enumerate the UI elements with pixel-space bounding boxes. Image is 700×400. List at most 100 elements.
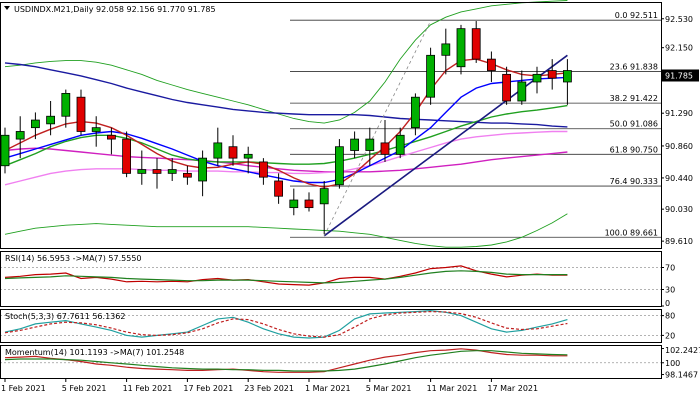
candle [395, 134, 405, 155]
momentum-series-line [4, 348, 568, 373]
momentum-panel-frame [0, 345, 662, 379]
date-tick-label: 11 Feb 2021 [123, 384, 173, 393]
date-axis: 1 Feb 2021 5 Feb 2021 11 Feb 2021 17 Feb 20… [1, 378, 538, 393]
date-tick-label: 1 Feb 2021 [1, 384, 46, 393]
candle [137, 169, 147, 174]
date-tick-label: 23 Feb 2021 [244, 384, 294, 393]
last-price-text: 91.785 [665, 71, 693, 80]
candle [426, 54, 436, 98]
rsi-series-line [4, 265, 568, 286]
candle [502, 73, 512, 102]
momentum-indicator-label: Momentum(14) 101.1193 ->MA(7) 101.2548 [5, 348, 184, 357]
rsi-tick-label: 30 [665, 286, 675, 295]
price-panel-frame [0, 2, 662, 249]
candle [76, 96, 86, 132]
candle [410, 96, 420, 129]
price-tick-label: 90.440 [665, 174, 693, 183]
candle [319, 188, 329, 205]
candle [198, 157, 208, 182]
price-tick-label: 89.610 [665, 237, 693, 246]
momentum-tick-label: 102.2427 [665, 346, 700, 355]
moving-average-line [4, 130, 568, 186]
candle [213, 142, 223, 159]
candle [456, 28, 466, 68]
candle [334, 146, 344, 186]
fib-label: 100.0 89.661 [605, 228, 658, 237]
momentum-tick-label: 98.1467 [665, 371, 698, 380]
candle [243, 153, 253, 159]
ohlc-header: 92.058 92.156 91.770 91.785 [96, 5, 216, 14]
stoch-series-line [4, 310, 568, 338]
fib-label: 50.0 91.086 [610, 120, 658, 129]
candle [547, 70, 557, 79]
bollinger-upper [4, 0, 568, 124]
candle [107, 134, 116, 140]
momentum-panel[interactable]: 102.2427 100 98.1467 Momentum(14) 101.1193 … [0, 345, 700, 380]
candle [167, 169, 177, 174]
candle [122, 138, 131, 174]
fib-label: 0.0 92.511 [615, 11, 658, 20]
stoch-series-line [4, 309, 568, 339]
candle [365, 138, 375, 151]
date-tick-label: 17 Mar 2021 [487, 384, 538, 393]
last-price-badge [662, 69, 699, 82]
rsi-panel-frame [0, 251, 662, 307]
date-tick-label: 5 Feb 2021 [62, 384, 107, 393]
price-tick-label: 92.530 [665, 15, 693, 24]
date-tick-label: 5 Mar 2021 [366, 384, 412, 393]
candle [61, 92, 71, 117]
price-tick-label: 90.860 [665, 142, 693, 151]
candle [91, 127, 101, 132]
candle [274, 180, 284, 197]
momentum-series-line [4, 350, 568, 372]
fib-label: 76.4 90.333 [610, 177, 658, 186]
trendline [323, 54, 568, 237]
candle [30, 119, 40, 129]
fib-label: 23.6 91.838 [610, 62, 658, 71]
stoch-tick-label: 20 [665, 331, 675, 340]
candle [0, 134, 10, 167]
stoch-panel[interactable]: 80 20 Stoch(5,3,3) 67.7611 56.1362 [0, 309, 675, 343]
candle [471, 28, 481, 60]
trendline [323, 20, 431, 236]
candle [563, 70, 572, 83]
stoch-panel-frame [0, 309, 662, 343]
price-tick-label: 91.290 [665, 109, 693, 118]
rsi-panel[interactable]: 70 30 0 RSI(14) 56.5953 ->MA(7) 57.5550 [0, 251, 675, 309]
candle [441, 43, 451, 56]
rsi-tick-label: 70 [665, 264, 675, 273]
candle [532, 73, 542, 83]
candle [380, 142, 390, 155]
candle [304, 199, 314, 209]
dropdown-triangle-icon [4, 6, 10, 10]
rsi-indicator-label: RSI(14) 56.5953 ->MA(7) 57.5550 [5, 254, 142, 263]
momentum-tick-label: 100 [665, 359, 680, 368]
candle [258, 161, 268, 178]
rsi-tick-label: 0 [665, 299, 670, 308]
date-tick-label: 1 Mar 2021 [305, 384, 351, 393]
price-panel[interactable]: 0.0 92.511 23.6 91.838 38.2 91.422 50.0 91.… [0, 0, 700, 249]
moving-average-line [4, 76, 568, 184]
moving-average-line [4, 104, 568, 167]
symbol-label: USDINDX.M21,Daily [14, 5, 94, 14]
date-tick-label: 17 Feb 2021 [183, 384, 233, 393]
candle [350, 138, 360, 151]
fib-label: 61.8 90.750 [610, 145, 658, 154]
price-tick-label: 92.150 [665, 44, 693, 53]
candle [228, 146, 238, 159]
moving-average-line [4, 147, 568, 173]
fib-label: 38.2 91.422 [610, 94, 658, 103]
candle [182, 172, 192, 178]
rsi-series-line [4, 270, 568, 284]
bollinger-lower [4, 213, 568, 248]
candle [46, 115, 55, 125]
price-tick-label: 90.030 [665, 205, 693, 214]
stoch-tick-label: 80 [665, 312, 675, 321]
candle [152, 169, 162, 174]
date-tick-label: 11 Mar 2021 [427, 384, 478, 393]
candle [289, 199, 299, 209]
candle [517, 81, 527, 102]
candle [15, 131, 25, 140]
